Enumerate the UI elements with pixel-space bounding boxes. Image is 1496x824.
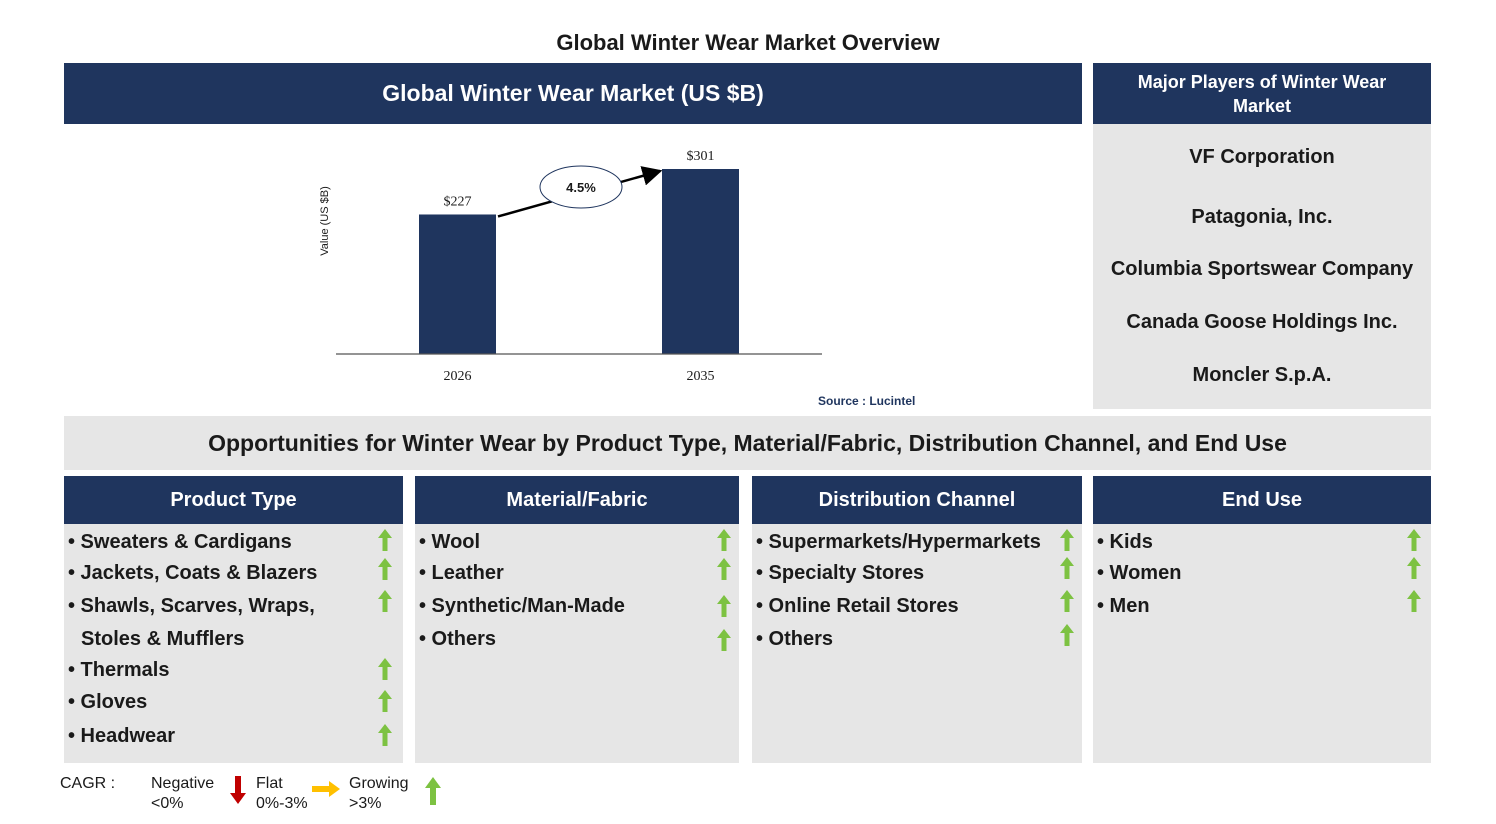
source-note: Source : Lucintel <box>818 394 916 408</box>
legend-negative: Negative <0% <box>151 774 214 814</box>
market-bar-chart: Value (US $B) $227 2026 $301 2035 4.5% <box>319 149 822 384</box>
legend-flat-range: 0%-3% <box>256 795 308 812</box>
segment-item: • Supermarkets/Hypermarkets <box>756 531 1041 553</box>
segment-header-product-type: Product Type <box>64 476 403 524</box>
x-tick-label: 2035 <box>687 369 715 384</box>
bar-2035 <box>662 169 739 354</box>
segment-item: • Jackets, Coats & Blazers <box>68 562 318 584</box>
segment-item: • Leather <box>419 562 504 584</box>
arrow-up-green-icon <box>1407 557 1421 579</box>
bar-value-label: $301 <box>687 149 715 164</box>
legend-growing-label: Growing <box>349 775 409 792</box>
segment-item: • Synthetic/Man-Made <box>419 595 625 617</box>
legend-negative-range: <0% <box>151 795 184 812</box>
segment-item: • Online Retail Stores <box>756 595 959 617</box>
player-item: Moncler S.p.A. <box>1192 364 1332 386</box>
arrow-up-green-icon <box>717 529 731 551</box>
legend-growing: Growing >3% <box>349 774 409 814</box>
arrow-up-green-icon <box>378 558 392 580</box>
legend-negative-label: Negative <box>151 775 215 792</box>
segment-item: • Specialty Stores <box>756 562 925 584</box>
arrow-up-green-icon <box>378 690 392 712</box>
page-title: Global Winter Wear Market Overview <box>556 30 940 55</box>
legend-cagr-label: CAGR : <box>60 775 116 792</box>
player-item: Columbia Sportswear Company <box>1110 258 1414 280</box>
legend-flat-label: Flat <box>256 775 283 792</box>
segment-item: • Wool <box>419 531 481 553</box>
arrow-up-green-icon <box>378 529 392 551</box>
segment-header-material-fabric: Material/Fabric <box>415 476 739 524</box>
player-item: VF Corporation <box>1189 146 1335 168</box>
cagr-label: 4.5% <box>566 180 596 195</box>
arrow-up-green-icon <box>717 595 731 617</box>
segment-panel-distribution-channel: • Supermarkets/Hypermarkets • Specialty … <box>752 524 1082 763</box>
segment-item: • Gloves <box>68 691 148 713</box>
segment-item: • Headwear <box>68 725 176 747</box>
arrow-up-green-icon <box>1060 590 1074 612</box>
legend-flat: Flat 0%-3% <box>256 774 308 814</box>
segment-item: • Women <box>1097 562 1182 584</box>
segment-item-continuation: Stoles & Mufflers <box>81 628 245 650</box>
arrow-up-green-icon <box>1060 529 1074 551</box>
arrow-up-green-icon <box>378 724 392 746</box>
arrow-up-green-icon <box>1407 590 1421 612</box>
bar-2026 <box>419 214 496 354</box>
arrow-right-yellow-icon <box>312 781 340 797</box>
y-axis-label: Value (US $B) <box>319 186 331 256</box>
x-tick-label: 2026 <box>444 369 472 384</box>
segment-item: • Others <box>419 628 497 650</box>
player-item: Canada Goose Holdings Inc. <box>1126 311 1398 333</box>
segment-item: • Kids <box>1097 531 1153 553</box>
arrow-up-green-icon <box>1407 529 1421 551</box>
players-header: Major Players of Winter Wear Market <box>1093 63 1431 124</box>
segment-panel-end-use: • Kids • Women • Men <box>1093 524 1431 763</box>
cagr-bubble <box>539 165 623 209</box>
arrow-up-green-icon <box>717 629 731 651</box>
arrow-down-red-icon <box>230 776 246 804</box>
arrow-up-green-icon <box>378 590 392 612</box>
segment-panel-product-type: • Sweaters & Cardigans • Jackets, Coats … <box>64 524 403 763</box>
segment-item: • Men <box>1097 595 1150 617</box>
market-chart-header: Global Winter Wear Market (US $B) <box>64 63 1082 124</box>
segment-item: • Sweaters & Cardigans <box>68 531 292 553</box>
segment-header-distribution-channel: Distribution Channel <box>752 476 1082 524</box>
arrow-up-green-icon <box>1060 557 1074 579</box>
players-panel: VF Corporation Patagonia, Inc. Columbia … <box>1093 124 1431 409</box>
opportunities-banner: Opportunities for Winter Wear by Product… <box>64 416 1431 470</box>
bar-value-label: $227 <box>444 194 472 209</box>
segment-item: • Thermals <box>68 659 170 681</box>
arrow-up-green-icon <box>1060 624 1074 646</box>
arrow-up-green-icon <box>717 558 731 580</box>
arrow-up-green-icon <box>425 777 441 805</box>
arrow-up-green-icon <box>378 658 392 680</box>
segment-item: • Others <box>756 628 834 650</box>
segment-panel-material-fabric: • Wool • Leather • Synthetic/Man-Made • … <box>415 524 739 763</box>
legend-growing-range: >3% <box>349 795 382 812</box>
segment-header-end-use: End Use <box>1093 476 1431 524</box>
segment-item: • Shawls, Scarves, Wraps, <box>68 595 315 617</box>
player-item: Patagonia, Inc. <box>1191 206 1333 228</box>
